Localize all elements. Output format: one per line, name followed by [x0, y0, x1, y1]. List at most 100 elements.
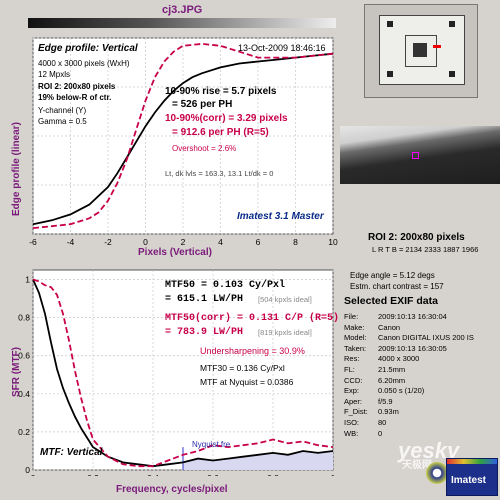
roi-coords: L R T B = 2134 2333 1887 1966	[372, 245, 479, 254]
x-tick-label: 6	[256, 237, 261, 247]
exif-value: Canon	[378, 322, 401, 332]
exif-value: 4000 x 3000	[378, 354, 420, 364]
x-tick-label: 2	[181, 237, 186, 247]
x-tick-label: 4	[218, 237, 223, 247]
exif-row: Taken: 2009:10:13 16:30:05	[344, 345, 447, 353]
series-line	[32, 279, 334, 468]
edge-rise-ph: = 526 per PH	[172, 99, 233, 110]
series-line-corrected	[32, 278, 334, 468]
exif-row: Exp: 0.050 s (1/20)	[344, 387, 424, 395]
x-tick-label: -6	[29, 237, 37, 247]
edge-levels: Lt, dk lvls = 163.3, 13.1 Lt/dk = 0	[165, 169, 274, 178]
exif-value: 0	[378, 428, 383, 438]
edge-roi-2: 19% below-R of ctr.	[38, 93, 112, 102]
mtf-heading: MTF: Vertical	[40, 447, 103, 458]
edge-angle: Edge angle = 5.12 degs	[350, 271, 435, 280]
exif-key: ISO:	[344, 418, 360, 427]
edge-rise-corr-ph: = 912.6 per PH (R=5)	[172, 127, 269, 138]
edge-xlabel: Pixels (Vertical)	[138, 247, 212, 258]
mtf50-corr-lw: = 783.9 LW/PH	[165, 327, 244, 338]
y-tick-label: 0.4	[18, 389, 30, 399]
nyquist-region	[183, 450, 333, 470]
exif-row: CCD: 6.20mm	[344, 375, 406, 385]
x-tick-label: -4	[67, 237, 75, 247]
exif-key: CCD:	[344, 375, 363, 385]
x-tick-label: 10	[328, 237, 338, 247]
exif-value: 6.20mm	[378, 375, 406, 385]
edge-info-1: 4000 x 3000 pixels (WxH)	[38, 59, 130, 68]
exif-row: Model: Canon DIGITAL IXUS 200 IS	[344, 334, 474, 342]
exif-value: 2009:10:13 16:30:04	[378, 312, 447, 321]
nyquist-label: Nyquist fre	[192, 440, 231, 449]
edge-profile-chart: -6 -4 -2 0 2 4 6 8 10	[29, 37, 338, 247]
mtf-nyquist: MTF at Nyquist = 0.0386	[200, 377, 294, 387]
y-tick-label: 0	[25, 465, 30, 475]
exif-key: Model:	[344, 333, 367, 343]
exif-row: FL: 21.5mm	[344, 366, 405, 374]
mtf-ideal-1: [504 kpxls ideal]	[258, 295, 312, 304]
exif-value: 0.050 s (1/20)	[378, 386, 425, 396]
y-tick-label: 0.6	[18, 351, 30, 361]
yesky-watermark-sub: 天极网	[402, 460, 432, 471]
x-tick-label: 0.4	[147, 473, 159, 476]
edge-ylabel: Edge profile (linear)	[11, 122, 22, 216]
exif-value: Canon DIGITAL IXUS 200 IS	[378, 333, 474, 343]
edge-heading: Edge profile: Vertical	[38, 43, 138, 54]
x-tick-label: 1	[331, 473, 336, 476]
edge-overshoot: Overshoot = 2.6%	[172, 144, 237, 153]
exif-key: Make:	[344, 322, 365, 332]
mtf-xlabel: Frequency, cycles/pixel	[116, 484, 228, 495]
exif-key: FL:	[344, 365, 355, 374]
page-title: cj3.JPG	[162, 4, 203, 16]
edge-channel-2: Gamma = 0.5	[38, 117, 87, 126]
yesky-watermark: yesky	[398, 438, 460, 463]
exif-key: WB:	[344, 428, 359, 438]
edge-rise-corr: 10-90%(corr) = 3.29 pixels	[165, 113, 288, 124]
x-tick-label: 0.6	[207, 473, 219, 476]
chart-contrast: Estm. chart contrast = 157	[350, 282, 444, 291]
roi-title: ROI 2: 200x80 pixels	[368, 232, 465, 243]
series-line-corrected	[32, 42, 334, 229]
undersharpening: Undersharpening = 30.9%	[200, 346, 305, 356]
exif-row: Res: 4000 x 3000	[344, 355, 419, 363]
series-line	[32, 52, 334, 226]
imatest-brand: Imatest 3.1 Master	[237, 211, 324, 222]
exif-row: Make: Canon	[344, 322, 401, 332]
exif-key: Exp:	[344, 386, 360, 396]
exif-title: Selected EXIF data	[344, 295, 438, 307]
exif-key: F_Dist:	[344, 407, 368, 417]
chart-thumbnail	[364, 4, 478, 98]
y-tick-label: 1	[25, 275, 30, 285]
edge-roi-1: ROI 2: 200x80 pixels	[38, 82, 116, 91]
edge-info-2: 12 Mpxls	[38, 70, 71, 79]
exif-key: File:	[344, 312, 359, 321]
exif-value: 21.5mm	[378, 365, 406, 374]
title-gradient-bar	[28, 18, 336, 28]
mtf50-corr: MTF50(corr) = 0.131 C/P (R=5)	[165, 313, 340, 324]
exif-value: 2009:10:13 16:30:05	[378, 343, 447, 353]
imatest-logo-icon	[426, 462, 448, 484]
exif-value: f/5.9	[378, 396, 393, 406]
edge-channel-1: Y-channel (Y)	[38, 106, 87, 115]
mtf50: MTF50 = 0.103 Cy/Pxl	[165, 280, 286, 291]
exif-value: 0.93m	[378, 407, 399, 417]
x-tick-label: 0	[31, 473, 36, 476]
y-tick-label: 0.2	[18, 427, 30, 437]
mtf-ylabel: SFR (MTF)	[11, 347, 22, 397]
imatest-logo: Imatest	[446, 458, 498, 496]
roi-crop-image	[340, 126, 500, 184]
x-tick-label: -2	[104, 237, 112, 247]
exif-row: F_Dist: 0.93m	[344, 408, 399, 416]
mtf-chart: 0 0.2 0.4 0.6 0.8 1 0 0.2 0.4 0.6 0.8 1	[18, 269, 336, 476]
exif-row: File: 2009:10:13 16:30:04	[344, 313, 447, 321]
mtf30: MTF30 = 0.136 Cy/Pxl	[200, 363, 285, 373]
x-tick-label: 8	[293, 237, 298, 247]
x-tick-label: 0	[143, 237, 148, 247]
mtf50-lw: = 615.1 LW/PH	[165, 294, 244, 305]
exif-row: ISO: 80	[344, 419, 386, 427]
exif-key: Aper:	[344, 396, 362, 406]
y-tick-label: 0.8	[18, 313, 30, 323]
exif-key: Taken:	[344, 343, 367, 353]
edge-date: 13-Oct-2009 18:46:16	[238, 43, 326, 53]
x-tick-label: 0.8	[267, 473, 279, 476]
